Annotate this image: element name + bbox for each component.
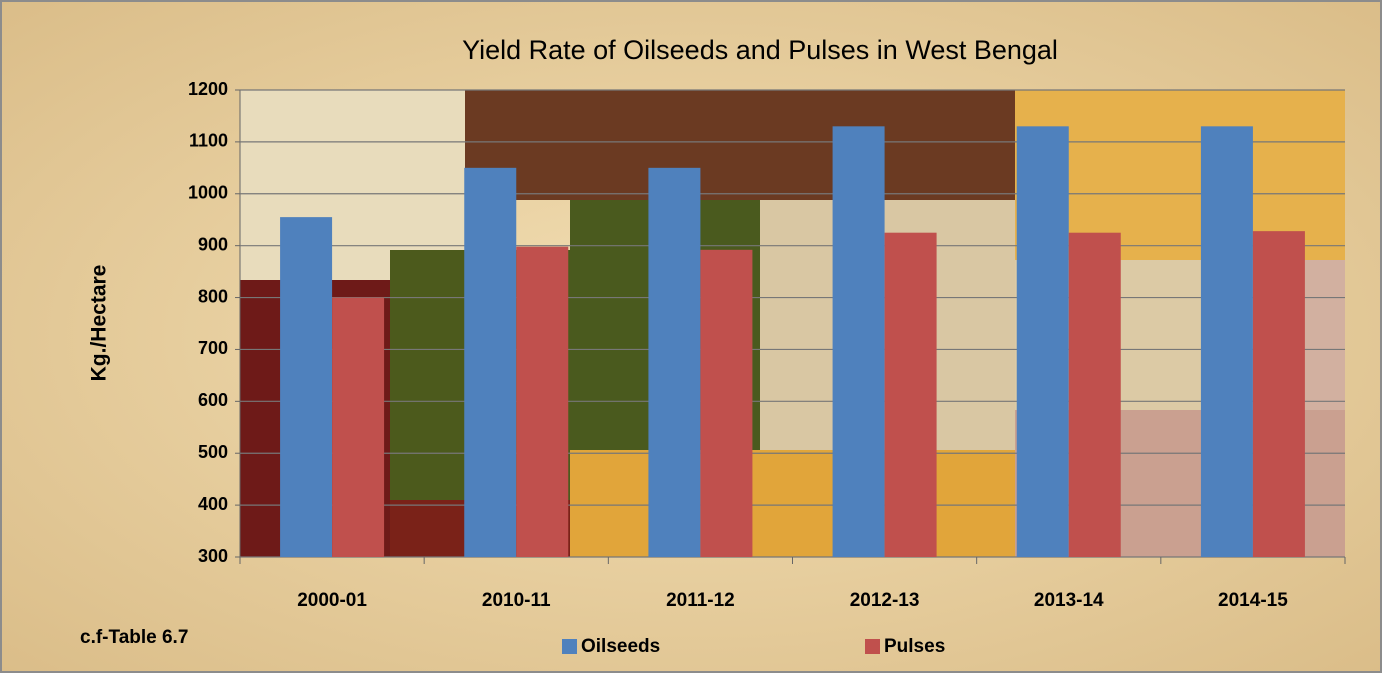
y-tick-label: 300	[198, 546, 228, 566]
y-tick-label: 700	[198, 338, 228, 358]
bar	[1253, 231, 1305, 557]
y-tick-label: 900	[198, 234, 228, 254]
chart: Yield Rate of Oilseeds and Pulses in Wes…	[0, 0, 1382, 673]
y-tick-label: 500	[198, 442, 228, 462]
x-tick-label: 2000-01	[297, 590, 367, 611]
y-tick-label: 600	[198, 390, 228, 410]
y-tick-label: 1100	[189, 131, 228, 151]
bar	[648, 168, 700, 557]
y-tick-label: 400	[198, 494, 228, 514]
bar	[464, 168, 516, 557]
legend-label: Oilseeds	[581, 636, 660, 657]
x-tick-label: 2012-13	[850, 590, 920, 611]
y-tick-label: 800	[198, 286, 228, 306]
x-tick-label: 2011-12	[666, 590, 735, 611]
y-axis-label: Kg./Hectare	[88, 265, 111, 382]
y-tick-label: 1200	[188, 79, 228, 99]
bar	[280, 217, 332, 557]
plot-background	[240, 90, 1345, 557]
y-tick-label: 1000	[188, 183, 228, 203]
x-tick-label: 2013-14	[1034, 590, 1104, 611]
bar	[833, 126, 885, 557]
bar	[332, 298, 384, 557]
bar	[1201, 126, 1253, 557]
bar	[885, 233, 937, 557]
annotation: c.f-Table 6.7	[80, 627, 188, 648]
bar	[1069, 233, 1121, 557]
x-tick-label: 2014-15	[1218, 590, 1288, 611]
legend-swatch	[865, 639, 880, 654]
x-tick-label: 2010-11	[482, 590, 551, 611]
chart-title: Yield Rate of Oilseeds and Pulses in Wes…	[462, 35, 1058, 65]
legend-swatch	[562, 639, 577, 654]
legend-label: Pulses	[884, 636, 945, 657]
bar	[1017, 126, 1069, 557]
bar	[700, 250, 752, 557]
bar	[516, 247, 568, 557]
